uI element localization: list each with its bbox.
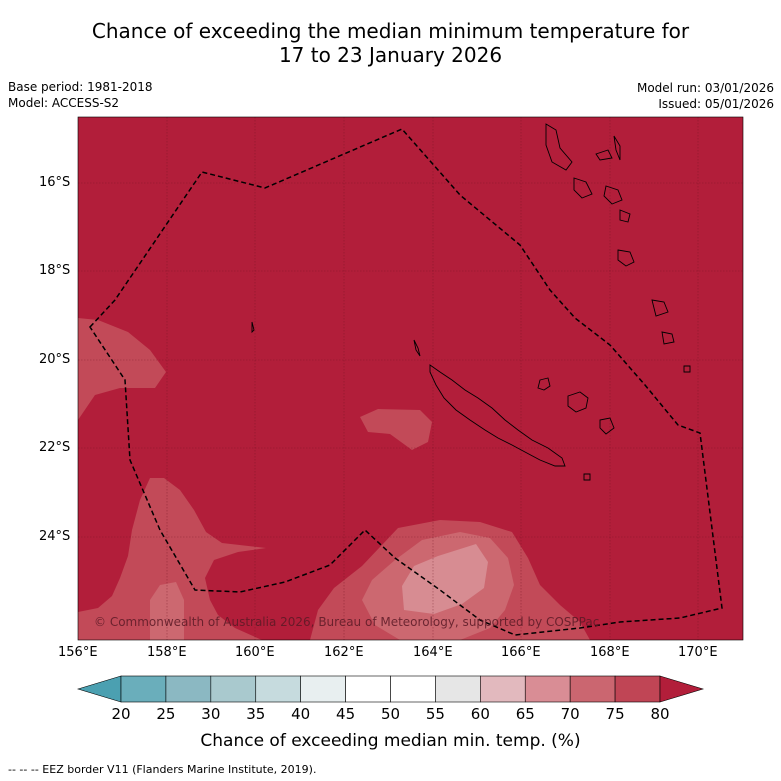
colorbar-tick-70: 70 xyxy=(560,705,580,723)
colorbar-tick-65: 65 xyxy=(515,705,535,723)
band-70-75-west xyxy=(150,582,184,640)
lon-label-168e: 168°E xyxy=(590,645,630,660)
colorbar-low-arrow xyxy=(76,675,122,703)
malakula-coast xyxy=(573,177,593,199)
title-line-1: Chance of exceeding the median minimum t… xyxy=(91,19,690,43)
lon-label-160e: 160°E xyxy=(235,645,275,660)
erromango-coast xyxy=(619,209,631,223)
colorbar-tick-25: 25 xyxy=(156,705,176,723)
colorbar-cell-9 xyxy=(524,675,571,703)
ouvea-coast xyxy=(537,377,551,391)
colorbar-cell-2 xyxy=(210,675,257,703)
model-name: Model: ACCESS-S2 xyxy=(8,96,120,110)
band-65-70-south xyxy=(402,544,488,614)
espiritu-santo-coast xyxy=(545,123,573,171)
colorbar xyxy=(76,675,705,703)
colorbar-cell-4 xyxy=(300,675,346,703)
new-caledonia-coast xyxy=(429,364,566,467)
issued-date: Issued: 05/01/2026 xyxy=(658,97,774,111)
map-frame xyxy=(77,116,744,641)
title-line-2: 17 to 23 January 2026 xyxy=(278,43,503,67)
mare-coast xyxy=(599,417,615,435)
colorbar-cell-1 xyxy=(165,675,212,703)
chesterfield-coast xyxy=(251,321,255,334)
colorbar-tick-45: 45 xyxy=(336,705,356,723)
colorbar-tick-80: 80 xyxy=(650,705,670,723)
eez-footnote: -- -- -- EEZ border V11 (Flanders Marine… xyxy=(8,763,317,776)
band-75-80-central xyxy=(360,409,432,450)
model-run: Model run: 03/01/2026 xyxy=(636,81,774,95)
base-period: Base period: 1981-2018 xyxy=(8,80,153,94)
map-copyright: © Commonwealth of Australia 2026, Bureau… xyxy=(94,615,599,629)
lat-label-22s: 22°S xyxy=(39,440,71,455)
colorbar-cell-7 xyxy=(435,675,481,703)
ambae-coast xyxy=(595,149,613,161)
lon-label-158e: 158°E xyxy=(147,645,187,660)
colorbar-tick-40: 40 xyxy=(291,705,311,723)
colorbar-tick-30: 30 xyxy=(201,705,221,723)
colorbar-tick-50: 50 xyxy=(380,705,401,723)
hunter-island-coast xyxy=(683,365,691,373)
isle-of-pines-coast xyxy=(583,473,591,481)
tanna-coast xyxy=(617,249,635,267)
colorbar-tick-60: 60 xyxy=(470,705,490,723)
lat-label-24s: 24°S xyxy=(39,529,71,544)
lon-label-170e: 170°E xyxy=(678,645,718,660)
belep-islands-coast xyxy=(413,339,421,357)
efate-coast xyxy=(603,185,623,205)
colorbar-tick-20: 20 xyxy=(111,705,131,723)
lat-label-20s: 20°S xyxy=(39,352,71,367)
colorbar-high-arrow xyxy=(659,675,705,703)
colorbar-tick-75: 75 xyxy=(605,705,625,723)
lifou-coast xyxy=(567,391,589,413)
colorbar-cell-0 xyxy=(120,675,167,703)
lon-label-162e: 162°E xyxy=(324,645,364,660)
lat-label-16s: 16°S xyxy=(39,175,71,190)
eez-border-line xyxy=(89,128,723,636)
lon-label-156e: 156°E xyxy=(58,645,98,660)
colorbar-cell-6 xyxy=(390,675,436,703)
band-75-80-southwest xyxy=(78,478,266,640)
colorbar-cell-5 xyxy=(345,675,391,703)
loyalty-east-islet-coast xyxy=(651,299,669,317)
colorbar-cell-3 xyxy=(255,675,301,703)
colorbar-cell-11 xyxy=(614,675,661,703)
colorbar-cell-10 xyxy=(569,675,616,703)
colorbar-tick-35: 35 xyxy=(246,705,266,723)
matthew-island-coast xyxy=(661,331,675,345)
lon-label-164e: 164°E xyxy=(413,645,453,660)
lon-label-166e: 166°E xyxy=(501,645,541,660)
colorbar-label: Chance of exceeding median min. temp. (%… xyxy=(200,731,581,751)
lat-label-18s: 18°S xyxy=(39,263,71,278)
maewo-coast xyxy=(613,135,621,161)
colorbar-cell-8 xyxy=(480,675,526,703)
colorbar-tick-55: 55 xyxy=(425,705,445,723)
